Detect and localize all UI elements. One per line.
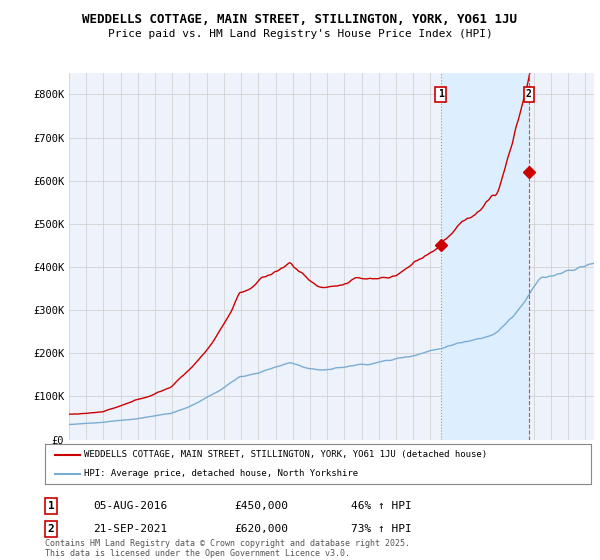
Text: WEDDELLS COTTAGE, MAIN STREET, STILLINGTON, YORK, YO61 1JU (detached house): WEDDELLS COTTAGE, MAIN STREET, STILLINGT… [85, 450, 487, 459]
Text: 1: 1 [47, 501, 55, 511]
Text: HPI: Average price, detached house, North Yorkshire: HPI: Average price, detached house, Nort… [85, 469, 358, 478]
Text: 73% ↑ HPI: 73% ↑ HPI [351, 524, 412, 534]
Text: 2: 2 [47, 524, 55, 534]
Text: £620,000: £620,000 [234, 524, 288, 534]
Bar [440, 73, 529, 440]
Text: 46% ↑ HPI: 46% ↑ HPI [351, 501, 412, 511]
Text: 1: 1 [437, 90, 443, 99]
Text: Price paid vs. HM Land Registry's House Price Index (HPI): Price paid vs. HM Land Registry's House … [107, 29, 493, 39]
Text: £450,000: £450,000 [234, 501, 288, 511]
Text: 05-AUG-2016: 05-AUG-2016 [93, 501, 167, 511]
Text: 2: 2 [526, 90, 532, 99]
Text: 21-SEP-2021: 21-SEP-2021 [93, 524, 167, 534]
Text: Contains HM Land Registry data © Crown copyright and database right 2025.
This d: Contains HM Land Registry data © Crown c… [45, 539, 410, 558]
Text: WEDDELLS COTTAGE, MAIN STREET, STILLINGTON, YORK, YO61 1JU: WEDDELLS COTTAGE, MAIN STREET, STILLINGT… [83, 13, 517, 26]
